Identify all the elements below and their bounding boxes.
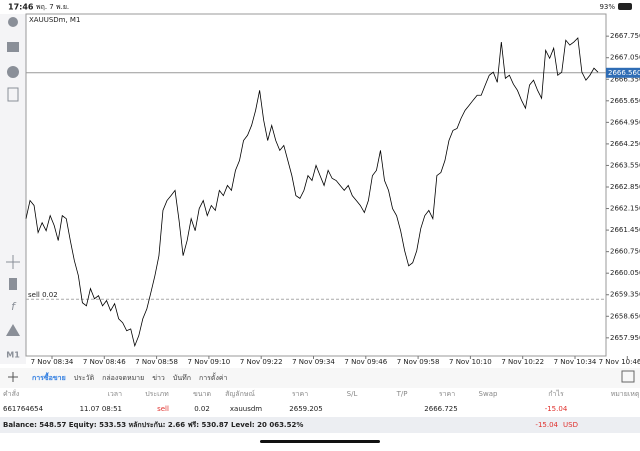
- y-tick-label: 2663.550: [610, 161, 640, 169]
- tab[interactable]: กล่องจดหมาย: [102, 374, 144, 382]
- x-tick-label: 7 Nov 09:34: [292, 358, 335, 366]
- summary-text: Balance: 548.57 Equity: 533.53 หลักประกั…: [3, 421, 303, 429]
- tab[interactable]: การซื้อขาย: [32, 371, 66, 382]
- x-tick-label: 7 Nov 08:58: [135, 358, 178, 366]
- table-cell[interactable]: -15.04: [545, 405, 568, 413]
- tab[interactable]: การตั้งค่า: [199, 371, 228, 382]
- column-header: S/L: [347, 390, 358, 398]
- status-battery: 93%: [599, 3, 615, 11]
- layout-icon[interactable]: [621, 370, 635, 383]
- summary-profit: -15.04: [535, 421, 558, 429]
- column-header: คำสั่ง: [3, 389, 19, 398]
- y-tick-label: 2659.350: [610, 291, 640, 299]
- y-tick-label: 2664.950: [610, 118, 640, 126]
- table-cell[interactable]: sell: [157, 405, 169, 413]
- y-tick-label: 2660.750: [610, 248, 640, 256]
- x-tick-label: 7 Nov 10:10: [449, 358, 492, 366]
- current-price-label: 2666.560: [608, 69, 640, 77]
- column-header: ขนาด: [193, 390, 211, 398]
- price-line: [25, 37, 599, 348]
- y-tick-label: 2662.850: [610, 183, 640, 191]
- tab[interactable]: ประวัติ: [74, 374, 95, 382]
- summary-currency: USD: [563, 421, 578, 429]
- column-header: ราคา: [292, 390, 308, 398]
- account-icon[interactable]: [8, 17, 18, 27]
- tab[interactable]: บันทึก: [173, 373, 191, 382]
- column-header: หมายเหตุ: [611, 390, 640, 398]
- x-tick-label: 7 Nov 10:34: [554, 358, 597, 366]
- objects-icon[interactable]: [6, 324, 20, 336]
- y-tick-label: 2667.750: [610, 32, 640, 40]
- table-cell[interactable]: 661764654: [3, 405, 44, 413]
- x-tick-label: 7 Nov 09:46: [344, 358, 387, 366]
- tab[interactable]: ข่าว: [152, 374, 165, 382]
- x-tick-label: 7 Nov 08:34: [31, 358, 74, 366]
- summary-bar: [0, 417, 640, 433]
- y-tick-label: 2665.650: [610, 97, 640, 105]
- indicator-icon[interactable]: f: [11, 300, 17, 313]
- x-tick-label: 7 Nov 09:58: [397, 358, 440, 366]
- y-tick-label: 2658.650: [610, 312, 640, 320]
- timeframe[interactable]: M1: [6, 351, 20, 360]
- y-tick-label: 2661.450: [610, 226, 640, 234]
- table-cell[interactable]: 11.07 08:51: [80, 405, 122, 413]
- new-order-icon[interactable]: [7, 87, 19, 102]
- chart-title: XAUUSDm, M1: [29, 16, 80, 24]
- add-button[interactable]: [8, 372, 18, 382]
- x-tick-label: 7 Nov 10:22: [501, 358, 544, 366]
- current-price-box: [606, 67, 640, 78]
- y-tick-label: 2667.050: [610, 54, 640, 62]
- column-header: เวลา: [107, 390, 122, 398]
- y-tick-label: 2662.150: [610, 205, 640, 213]
- x-tick-label: 7 Nov 10:46: [599, 358, 640, 366]
- x-tick-label: 7 Nov 09:22: [240, 358, 283, 366]
- column-header: สัญลักษณ์: [225, 390, 255, 398]
- x-tick-label: 7 Nov 08:46: [83, 358, 126, 366]
- y-tick-label: 2660.050: [610, 269, 640, 277]
- column-header: Swap: [479, 390, 498, 398]
- tab-bar: [0, 368, 640, 388]
- order-label: sell 0.02: [28, 291, 58, 299]
- status-date: พฤ. 7 พ.ย.: [36, 3, 69, 11]
- trade-icon[interactable]: [7, 42, 19, 52]
- table-cell[interactable]: 0.02: [194, 405, 210, 413]
- home-indicator: [260, 440, 380, 443]
- table-cell[interactable]: xauusdm: [230, 405, 262, 413]
- status-time: 17:46: [8, 3, 34, 12]
- y-tick-label: 2664.250: [610, 140, 640, 148]
- crosshair-icon[interactable]: [6, 255, 20, 269]
- column-header: ประเภท: [145, 390, 169, 398]
- table-cell[interactable]: 2666.725: [424, 405, 457, 413]
- x-tick-label: 7 Nov 09:10: [188, 358, 231, 366]
- plot-frame: [25, 13, 607, 357]
- candle-icon[interactable]: [9, 278, 17, 290]
- column-header: T/P: [396, 390, 408, 398]
- y-tick-label: 2657.950: [610, 334, 640, 342]
- column-header: ราคา: [439, 390, 455, 398]
- battery-icon: [618, 3, 632, 10]
- y-tick-label: 2666.350: [610, 75, 640, 83]
- chat-icon[interactable]: [7, 66, 19, 78]
- column-header: กำไร: [548, 389, 564, 398]
- table-cell[interactable]: 2659.205: [289, 405, 322, 413]
